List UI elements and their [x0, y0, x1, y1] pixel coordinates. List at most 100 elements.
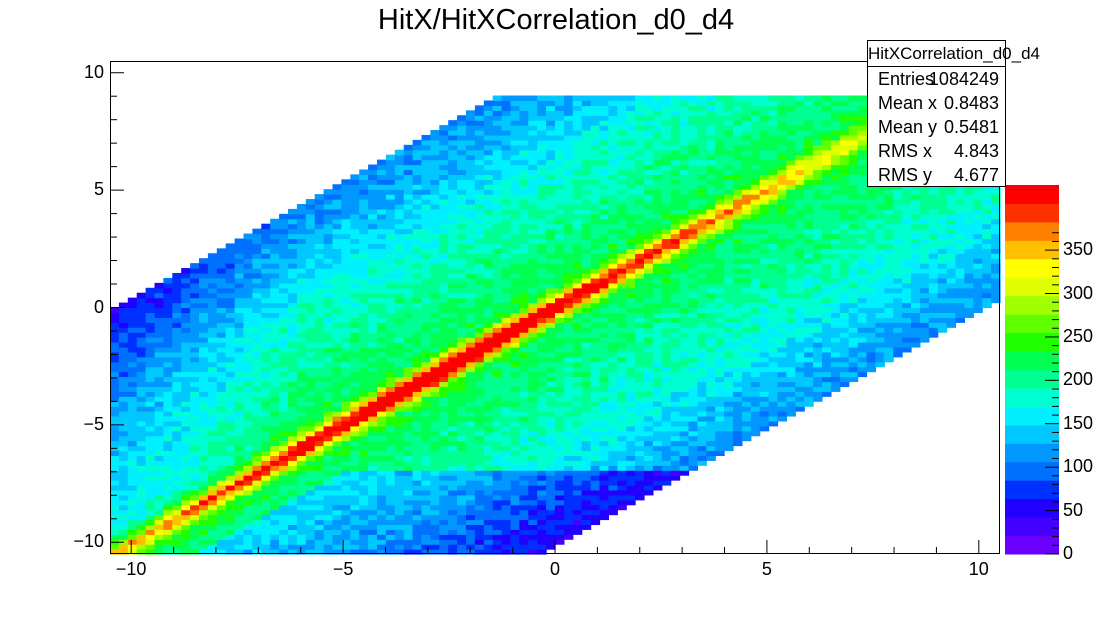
heatmap-cell	[323, 435, 334, 442]
heatmap-cell	[127, 445, 138, 452]
heatmap-cell	[670, 346, 681, 353]
heatmap-cell	[652, 277, 663, 284]
heatmap-cell	[617, 164, 627, 171]
heatmap-cell	[270, 489, 280, 496]
heatmap-cell	[261, 519, 271, 526]
heatmap-cell	[234, 371, 245, 378]
heatmap-cell	[341, 179, 351, 185]
heatmap-cell	[270, 440, 280, 447]
heatmap-cell	[501, 110, 512, 116]
heatmap-cell	[270, 401, 280, 407]
heatmap-cell	[430, 317, 440, 323]
heatmap-cell	[563, 159, 574, 166]
heatmap-cell	[385, 386, 396, 392]
heatmap-cell	[385, 529, 396, 535]
heatmap-cell	[599, 169, 609, 175]
heatmap-cell	[661, 391, 672, 397]
heatmap-cell	[252, 430, 262, 437]
heatmap-cell	[323, 307, 334, 314]
heatmap-cell	[590, 406, 601, 412]
heatmap-cell	[368, 411, 378, 417]
heatmap-cell	[608, 297, 618, 304]
heatmap-cell	[359, 179, 369, 185]
heatmap-cell	[296, 499, 307, 506]
heatmap-cell	[350, 253, 360, 259]
heatmap-cell	[163, 415, 173, 422]
heatmap-cell	[670, 312, 681, 318]
heatmap-cell	[563, 484, 574, 491]
heatmap-cell	[403, 258, 414, 264]
heatmap-cell	[243, 332, 253, 338]
heatmap-cell	[323, 199, 334, 205]
heatmap-cell	[341, 327, 351, 333]
heatmap-cell	[590, 509, 601, 516]
heatmap-cell	[341, 524, 351, 530]
heatmap-cell	[492, 253, 503, 259]
heatmap-cell	[403, 366, 414, 373]
heatmap-cell	[163, 489, 173, 496]
heatmap-cell	[288, 396, 298, 402]
heatmap-cell	[261, 440, 271, 447]
heatmap-cell	[581, 327, 592, 333]
heatmap-cell	[430, 534, 440, 540]
heatmap-cell	[563, 139, 574, 146]
heatmap-cell	[377, 174, 387, 180]
heatmap-cell	[483, 425, 494, 432]
heatmap-cell	[528, 105, 538, 111]
heatmap-cell	[252, 396, 262, 402]
heatmap-cell	[377, 514, 387, 521]
heatmap-cell	[323, 322, 334, 328]
heatmap-cell	[572, 174, 583, 180]
heatmap-cell	[403, 149, 414, 156]
heatmap-cell	[546, 337, 556, 343]
heatmap-cell	[341, 307, 351, 314]
heatmap-cell	[608, 258, 618, 264]
heatmap-cell	[590, 499, 601, 506]
heatmap-cell	[555, 509, 565, 516]
heatmap-cell	[190, 391, 200, 397]
heatmap-cell	[412, 322, 423, 328]
heatmap-cell	[635, 391, 645, 397]
heatmap-cell	[279, 381, 289, 387]
heatmap-cell	[314, 430, 325, 437]
heatmap-cell	[296, 549, 307, 555]
heatmap-cell	[608, 351, 618, 358]
heatmap-cell	[688, 450, 698, 456]
heatmap-cell	[172, 361, 182, 368]
heatmap-cell	[448, 203, 458, 210]
heatmap-cell	[501, 189, 512, 195]
heatmap-cell	[154, 332, 164, 338]
heatmap-cell	[403, 154, 414, 161]
heatmap-cell	[145, 445, 156, 452]
heatmap-cell	[555, 179, 565, 185]
heatmap-cell	[483, 189, 494, 195]
heatmap-cell	[581, 169, 592, 175]
heatmap-cell	[661, 430, 672, 437]
heatmap-cell	[474, 327, 485, 333]
heatmap-cell	[412, 184, 423, 190]
heatmap-cell	[572, 258, 583, 264]
heatmap-cell	[661, 228, 672, 235]
heatmap-cell	[261, 386, 271, 392]
heatmap-cell	[483, 184, 494, 190]
heatmap-cell	[555, 371, 565, 378]
heatmap-cell	[563, 494, 574, 501]
heatmap-cell	[448, 356, 458, 363]
heatmap-cell	[377, 529, 387, 535]
heatmap-cell	[359, 223, 369, 230]
heatmap-cell	[243, 430, 253, 437]
heatmap-cell	[501, 396, 512, 402]
heatmap-cell	[439, 337, 449, 343]
heatmap-cell	[136, 292, 147, 299]
heatmap-cell	[510, 480, 520, 486]
heatmap-cell	[483, 366, 494, 373]
heatmap-cell	[635, 125, 645, 131]
heatmap-cell	[341, 386, 351, 392]
heatmap-cell	[466, 272, 476, 279]
heatmap-cell	[243, 346, 253, 353]
heatmap-cell	[644, 100, 654, 106]
heatmap-cell	[323, 509, 334, 516]
heatmap-cell	[688, 460, 698, 466]
heatmap-cell	[243, 327, 253, 333]
heatmap-cell	[154, 425, 164, 432]
